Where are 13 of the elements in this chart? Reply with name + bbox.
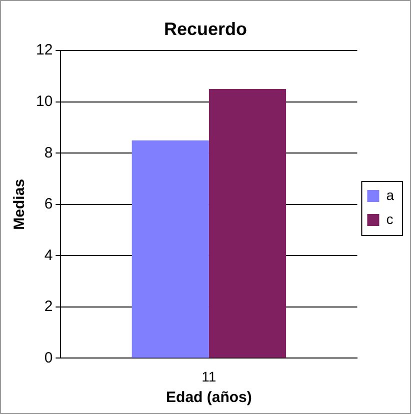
y-tick-label: 2 <box>44 298 53 316</box>
y-tick-label: 0 <box>44 349 53 366</box>
x-axis-title: Edad (años) <box>166 389 252 406</box>
y-axis-title: Medias <box>11 178 28 230</box>
x-tick-label: 11 <box>202 368 216 384</box>
y-tick-label: 10 <box>36 93 53 110</box>
y-tick-label: 6 <box>44 196 53 213</box>
y-tick-label: 8 <box>44 144 53 162</box>
y-tick-label: 4 <box>44 246 53 264</box>
chart-title: Recuerdo <box>164 18 248 39</box>
y-tick-label: 12 <box>36 42 53 59</box>
legend-label: a <box>386 186 394 203</box>
legend-label: c <box>386 210 394 227</box>
